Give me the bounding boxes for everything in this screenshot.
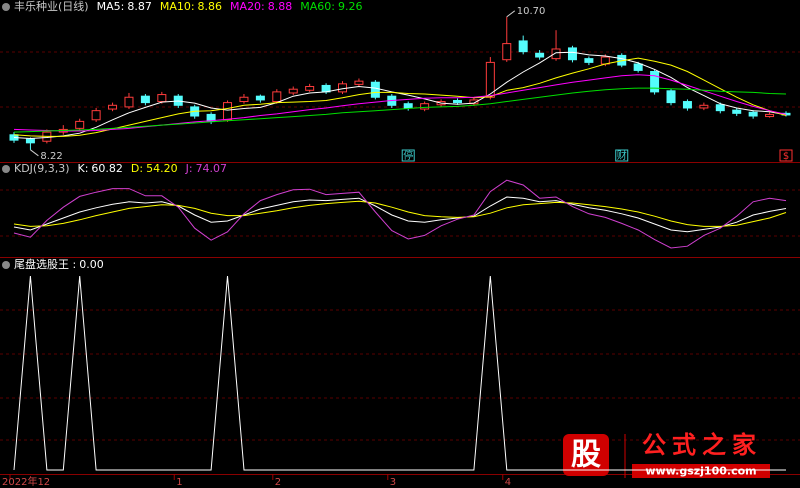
- series-line: [13, 200, 787, 227]
- event-box: [615, 149, 629, 162]
- candle-body: [715, 104, 725, 112]
- panel-icon: [2, 261, 10, 269]
- series-line: [13, 57, 787, 137]
- candle-body: [567, 47, 577, 61]
- candle-body: [108, 104, 118, 110]
- candle-body: [469, 99, 479, 105]
- series-line: [13, 196, 787, 233]
- watermark-icon: 股: [571, 438, 601, 473]
- watermark-icon-box: [563, 434, 609, 476]
- candle-body: [140, 95, 150, 104]
- x-tick-label: 2022年12: [2, 475, 50, 488]
- candle-body: [502, 43, 512, 61]
- candle-body: [370, 81, 380, 98]
- candle-body: [223, 102, 233, 121]
- series-line: [13, 87, 787, 133]
- series-line: [13, 51, 787, 140]
- candle-body: [535, 52, 545, 58]
- legend-value: 8.88: [268, 0, 293, 13]
- candle-body: [699, 104, 709, 109]
- series-line: [13, 74, 787, 132]
- candle-body: [485, 61, 495, 98]
- panel-icon: [2, 165, 10, 173]
- legend-value: 8.87: [127, 0, 152, 13]
- candle-body: [682, 101, 692, 109]
- candle-body: [255, 95, 265, 101]
- candle-body: [452, 99, 462, 104]
- event-label: $: [783, 151, 789, 162]
- legend-value: 0.00: [79, 258, 104, 271]
- candle-body: [732, 109, 742, 114]
- legend-name: K:: [78, 162, 89, 175]
- candle-body: [206, 113, 216, 122]
- series-line: [13, 275, 786, 471]
- annotation-leader: [30, 149, 39, 157]
- legend-name: D:: [131, 162, 143, 175]
- x-tick-label: 4: [505, 477, 511, 488]
- candle-body: [305, 86, 315, 91]
- watermark: 股 公式之家 www.gszj100.com: [563, 431, 770, 478]
- legend-value: 54.20: [146, 162, 178, 175]
- legend-name: MA5:: [97, 0, 125, 13]
- candle-body: [420, 103, 430, 110]
- panel-title: 丰乐种业(日线): [14, 0, 89, 13]
- event-label: 停: [403, 149, 413, 162]
- watermark-name: 公式之家: [642, 431, 762, 459]
- x-tick-label: 2: [275, 477, 281, 488]
- event-label: 财: [617, 149, 627, 162]
- candle-body: [272, 91, 282, 103]
- candle-body: [239, 96, 249, 103]
- candle-body: [75, 120, 85, 129]
- candle-body: [124, 96, 134, 108]
- candle-body: [584, 58, 594, 63]
- x-tick-label: 1: [176, 477, 182, 488]
- x-tick-label: 3: [390, 477, 396, 488]
- legend-name: 尾盘选股王 :: [14, 257, 76, 271]
- legend-name: MA60:: [300, 0, 335, 13]
- candle-body: [633, 63, 643, 71]
- legend-value: 9.26: [338, 0, 363, 13]
- legend-value: 60.82: [91, 162, 123, 175]
- legend-name: MA20:: [230, 0, 265, 13]
- candle-body: [650, 71, 660, 93]
- candle-body: [518, 40, 528, 53]
- annotation: 10.70: [517, 6, 546, 17]
- candle-body: [403, 103, 413, 109]
- candle-body: [551, 48, 561, 60]
- annotation: 8.22: [40, 151, 62, 162]
- candle-body: [288, 88, 298, 94]
- legend-value: 74.07: [196, 162, 228, 175]
- event-box: [401, 149, 415, 162]
- candle-body: [25, 138, 35, 144]
- legend-name: MA10:: [160, 0, 195, 13]
- candle-body: [666, 90, 676, 104]
- panel-icon: [2, 3, 10, 11]
- watermark-url: www.gszj100.com: [645, 465, 756, 478]
- watermark-url-box: [632, 464, 770, 478]
- candle-body: [748, 111, 758, 117]
- legend-name: J:: [185, 162, 193, 175]
- panel-title: KDJ(9,3,3): [14, 162, 70, 175]
- annotation-leader: [506, 10, 516, 18]
- candle-body: [354, 80, 364, 85]
- candle-body: [765, 113, 775, 118]
- series-line: [13, 179, 787, 249]
- event-box: [779, 149, 793, 162]
- legend-value: 8.86: [198, 0, 223, 13]
- candle-body: [91, 110, 101, 121]
- candle-body: [157, 94, 167, 103]
